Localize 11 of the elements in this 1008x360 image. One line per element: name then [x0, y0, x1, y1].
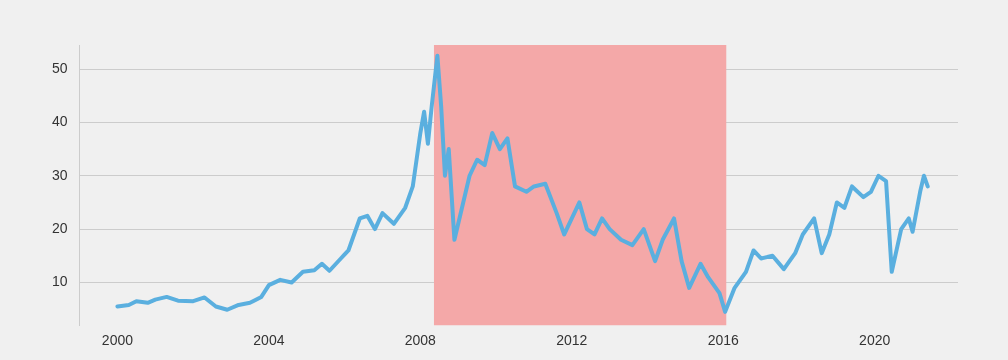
y-tick-label: 10: [51, 273, 68, 290]
x-tick-label: 2000: [101, 332, 134, 349]
x-tick-label: 2016: [707, 332, 740, 349]
x-tick-label: 2004: [253, 332, 285, 349]
x-tick-label: 2008: [404, 332, 437, 349]
x-tick-label: 2012: [556, 332, 588, 349]
y-tick-label: 30: [51, 166, 68, 183]
y-tick-label: 50: [51, 59, 68, 76]
y-tick-label: 20: [51, 219, 68, 236]
y-tick-label: 40: [51, 113, 68, 130]
x-tick-label: 2020: [859, 332, 891, 349]
